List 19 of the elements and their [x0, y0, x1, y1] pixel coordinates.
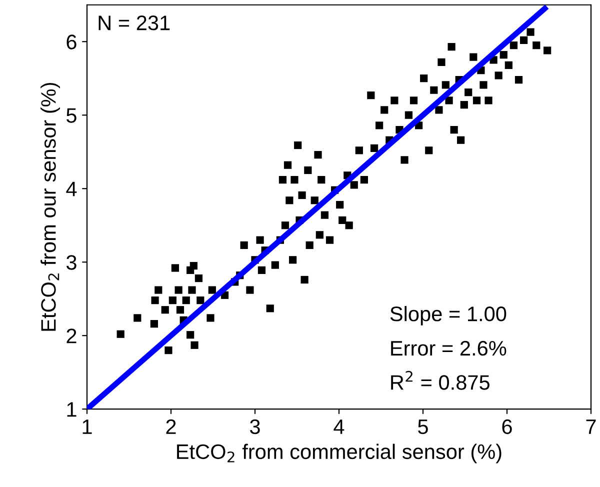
x-tick-label: 7: [586, 420, 596, 434]
x-tick-label: 5: [418, 420, 428, 434]
annotation: R$^{2}$ = 0.875: [391, 370, 490, 390]
y-tick-label: 2: [66, 328, 76, 344]
x-tick-label: 6: [502, 419, 512, 434]
annotation: Error = 2.6%: [391, 340, 506, 356]
y-tick-label: 3: [66, 255, 76, 270]
x-tick-label: 4: [334, 420, 344, 434]
annotation: N = 231: [98, 16, 170, 30]
x-axis-title: EtCO$_{2}$ from commercial sensor (%): [177, 444, 502, 464]
y-tick-label: 4: [66, 182, 77, 196]
y-tick-label: 6: [66, 34, 76, 50]
y-tick-label: 1: [67, 402, 76, 417]
x-tick-label: 2: [166, 419, 176, 434]
x-tick-label: 1: [82, 420, 92, 434]
y-tick-label: 5: [66, 108, 76, 123]
x-tick-label: 3: [250, 419, 260, 434]
annotation: Slope = 1.00: [390, 306, 506, 326]
y-axis-title: EtCO$_{2}$ from our sensor (%): [40, 82, 60, 331]
